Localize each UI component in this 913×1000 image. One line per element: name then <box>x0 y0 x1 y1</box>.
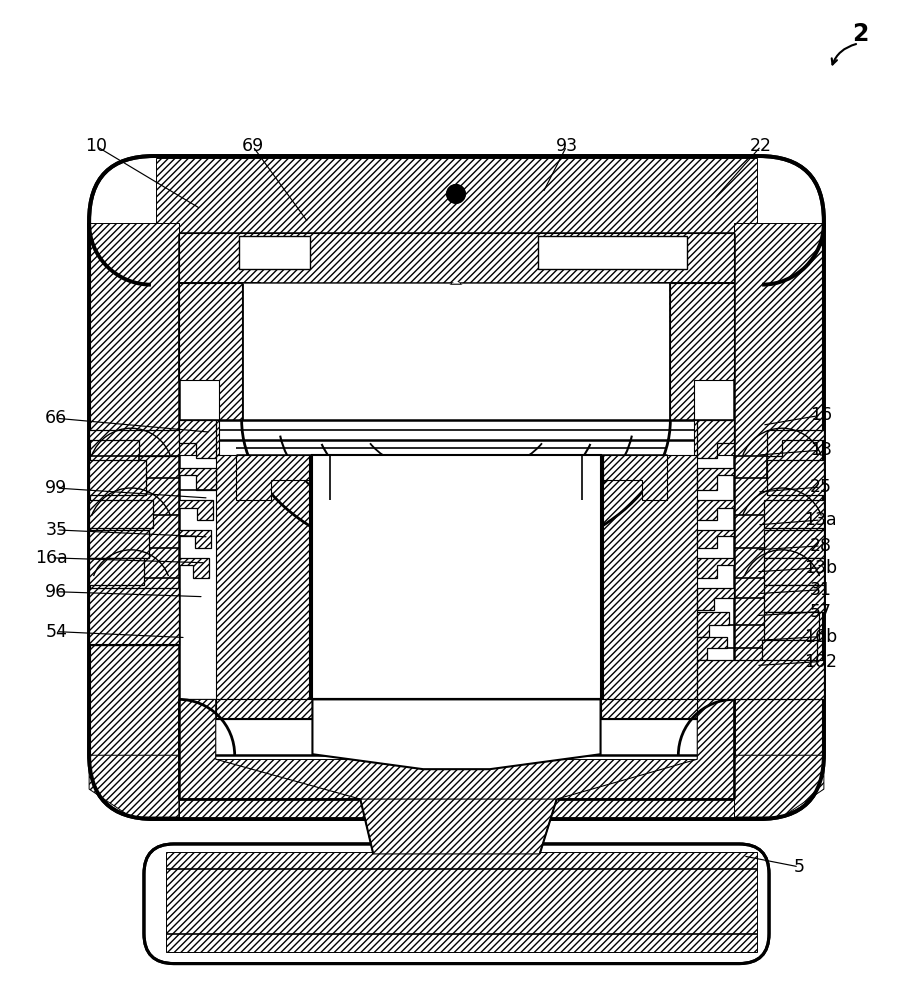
Polygon shape <box>89 460 146 495</box>
Polygon shape <box>361 799 557 854</box>
Text: 96: 96 <box>45 583 68 601</box>
Polygon shape <box>179 759 734 819</box>
Polygon shape <box>179 283 242 420</box>
FancyBboxPatch shape <box>89 156 824 819</box>
Polygon shape <box>156 158 757 233</box>
Polygon shape <box>179 283 260 380</box>
Polygon shape <box>89 223 179 755</box>
Circle shape <box>447 185 465 203</box>
Polygon shape <box>734 223 824 755</box>
Text: 66: 66 <box>45 409 68 427</box>
Text: 13b: 13b <box>804 559 837 577</box>
Polygon shape <box>698 500 734 520</box>
Text: 28: 28 <box>810 537 832 555</box>
Text: 13a: 13a <box>804 511 837 529</box>
Polygon shape <box>179 530 211 548</box>
Text: 93: 93 <box>556 137 578 155</box>
Text: 13: 13 <box>810 441 832 459</box>
Polygon shape <box>179 233 734 283</box>
Text: 16a: 16a <box>35 549 68 567</box>
Text: 31: 31 <box>810 581 832 599</box>
Polygon shape <box>601 699 698 719</box>
Polygon shape <box>698 637 727 660</box>
Polygon shape <box>179 420 215 458</box>
Polygon shape <box>89 558 144 585</box>
Polygon shape <box>179 500 213 520</box>
Text: 2: 2 <box>853 22 869 46</box>
Polygon shape <box>653 283 734 380</box>
Polygon shape <box>698 558 734 578</box>
Polygon shape <box>236 455 310 500</box>
Polygon shape <box>764 530 824 558</box>
Polygon shape <box>603 455 667 500</box>
Polygon shape <box>698 420 734 458</box>
Text: 10: 10 <box>85 137 107 155</box>
Polygon shape <box>89 588 179 645</box>
Polygon shape <box>238 236 310 269</box>
Polygon shape <box>764 585 824 612</box>
Polygon shape <box>767 460 824 495</box>
Polygon shape <box>767 430 824 456</box>
Text: 16b: 16b <box>804 628 837 646</box>
Polygon shape <box>215 699 312 719</box>
Polygon shape <box>89 755 179 817</box>
Polygon shape <box>557 699 734 799</box>
Polygon shape <box>179 468 215 490</box>
Polygon shape <box>312 699 601 769</box>
Polygon shape <box>762 640 817 667</box>
Text: 69: 69 <box>242 137 264 155</box>
Text: 35: 35 <box>46 521 68 539</box>
Polygon shape <box>538 236 687 269</box>
Polygon shape <box>764 558 824 585</box>
Polygon shape <box>601 455 698 699</box>
FancyBboxPatch shape <box>144 844 769 964</box>
Polygon shape <box>179 558 209 578</box>
Polygon shape <box>215 455 312 699</box>
Text: 102: 102 <box>804 653 837 671</box>
Polygon shape <box>734 755 824 817</box>
Polygon shape <box>242 281 670 420</box>
Text: 5: 5 <box>793 858 804 876</box>
Polygon shape <box>694 420 734 455</box>
Text: 25: 25 <box>810 478 832 496</box>
Text: 99: 99 <box>45 479 68 497</box>
Polygon shape <box>698 660 824 699</box>
Text: 22: 22 <box>750 137 772 155</box>
Polygon shape <box>179 699 361 799</box>
Text: 54: 54 <box>46 623 68 641</box>
Polygon shape <box>89 430 179 456</box>
Polygon shape <box>698 530 734 548</box>
Polygon shape <box>312 455 601 699</box>
Polygon shape <box>670 283 734 420</box>
Polygon shape <box>698 468 734 490</box>
Text: 57: 57 <box>810 603 832 621</box>
Polygon shape <box>166 852 757 952</box>
Text: 16: 16 <box>810 406 832 424</box>
Polygon shape <box>179 420 219 455</box>
Polygon shape <box>764 612 819 640</box>
Polygon shape <box>764 500 824 528</box>
Polygon shape <box>89 530 149 558</box>
Polygon shape <box>89 500 152 528</box>
Polygon shape <box>698 612 729 637</box>
Polygon shape <box>698 588 734 610</box>
